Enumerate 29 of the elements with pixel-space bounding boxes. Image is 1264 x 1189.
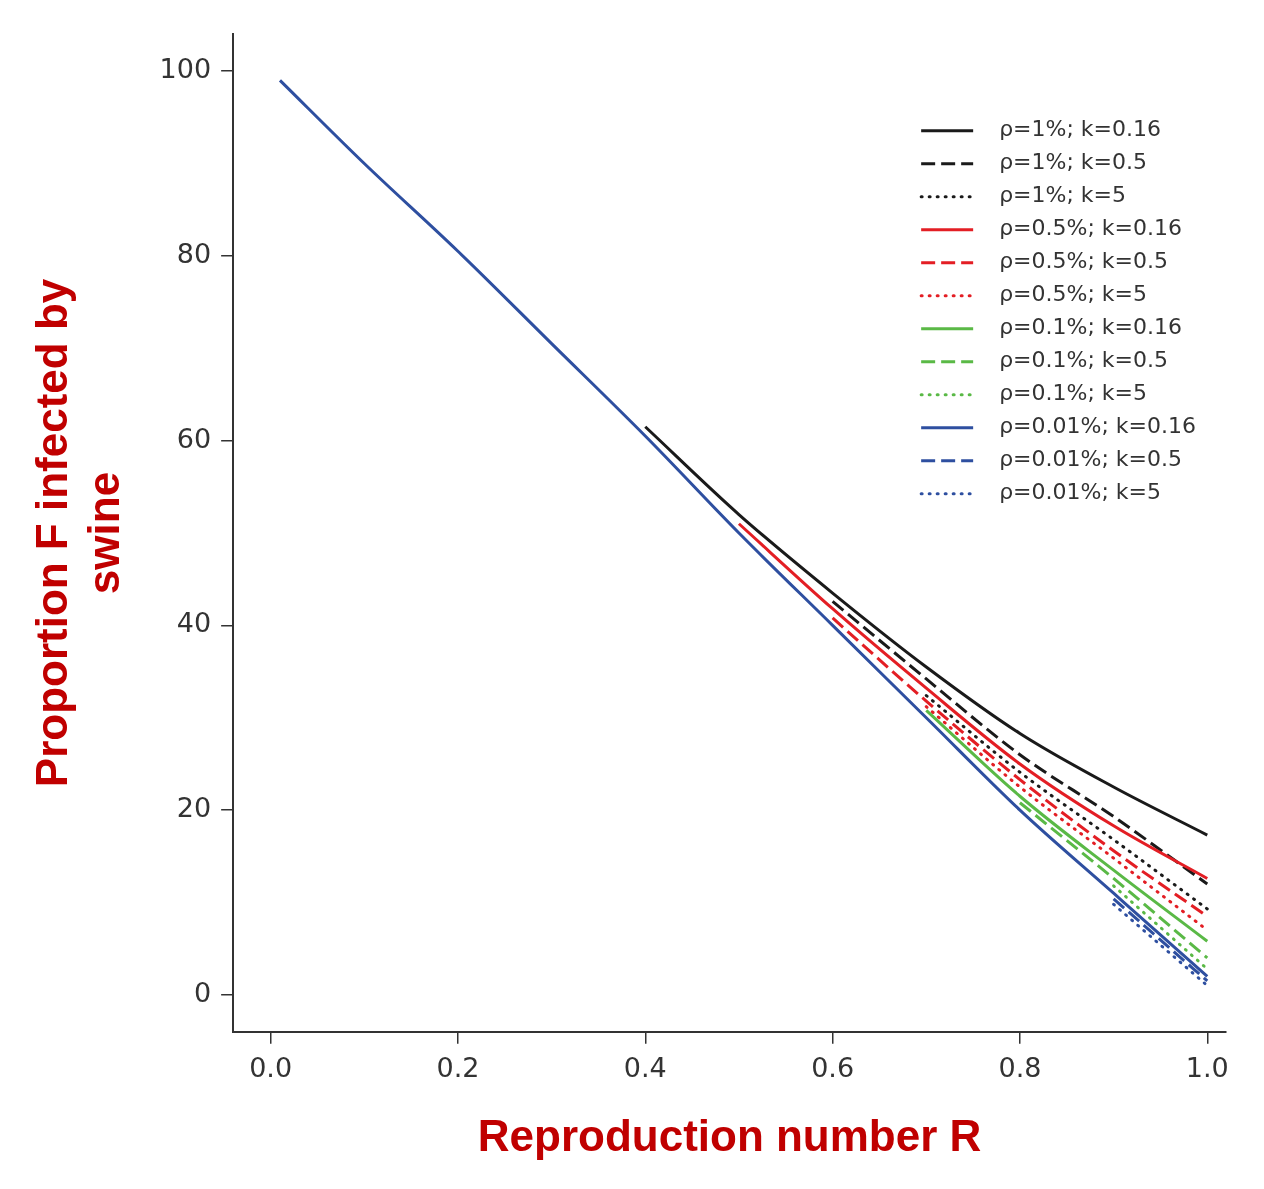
line-series <box>831 599 1209 886</box>
legend-label: ρ=0.01%; k=0.5 <box>999 446 1183 472</box>
y-tick-label: 80 <box>176 237 212 269</box>
y-tick-label: 40 <box>176 607 212 639</box>
legend-label: ρ=0.5%; k=0.5 <box>999 248 1169 274</box>
y-axis-title: Proportion F infected by swine <box>26 278 129 788</box>
y-tick-label: 100 <box>159 53 212 85</box>
line-series <box>278 78 1209 978</box>
x-axis-title: Reproduction number R <box>477 1110 982 1160</box>
x-tick-label: 0.6 <box>811 1052 855 1084</box>
y-tick-label: 20 <box>176 792 212 824</box>
legend-label: ρ=0.5%; k=0.16 <box>999 215 1183 241</box>
legend-label: ρ=0.1%; k=0.5 <box>999 347 1169 373</box>
legend-label: ρ=0.5%; k=5 <box>999 281 1148 307</box>
y-tick-label: 60 <box>176 422 212 454</box>
x-tick-label: 0.2 <box>436 1052 480 1084</box>
legend-label: ρ=0.01%; k=0.16 <box>999 413 1197 439</box>
x-tick-label: 0.8 <box>998 1052 1042 1084</box>
legend-label: ρ=0.01%; k=5 <box>999 479 1162 505</box>
line-series <box>737 522 1209 880</box>
x-tick-label: 1.0 <box>1185 1052 1229 1084</box>
x-tick-label: 0.4 <box>623 1052 667 1084</box>
legend-label: ρ=0.1%; k=0.16 <box>999 314 1183 340</box>
legend-label: ρ=1%; k=5 <box>999 182 1127 208</box>
legend-label: ρ=1%; k=0.16 <box>999 116 1162 142</box>
legend-label: ρ=1%; k=0.5 <box>999 149 1148 175</box>
y-tick-label: 0 <box>193 976 212 1008</box>
x-tick-label: 0.0 <box>249 1052 293 1084</box>
legend-label: ρ=0.1%; k=5 <box>999 380 1148 406</box>
